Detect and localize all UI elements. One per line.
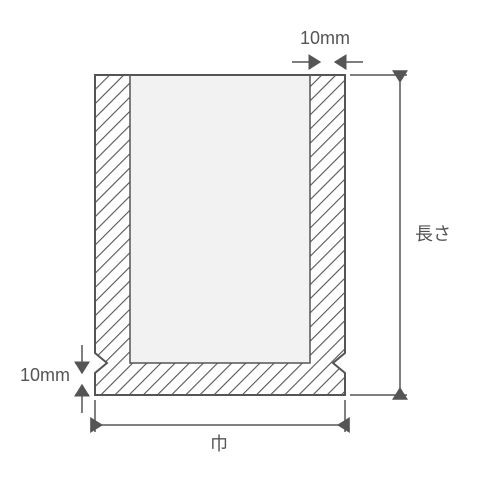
inner-window xyxy=(130,75,310,363)
label-side-seal: 10mm xyxy=(20,365,70,386)
label-width: 巾 xyxy=(210,430,228,456)
label-top-seal: 10mm xyxy=(300,28,350,49)
diagram-canvas: 10mm 10mm 巾 長さ xyxy=(0,0,500,500)
label-length: 長さ xyxy=(415,220,451,246)
diagram-svg xyxy=(0,0,500,500)
